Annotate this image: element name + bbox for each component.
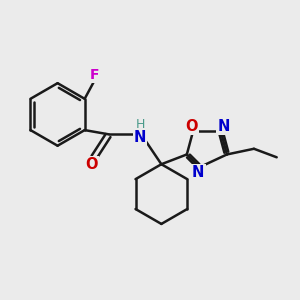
Text: O: O: [185, 119, 198, 134]
Text: O: O: [85, 157, 98, 172]
Text: F: F: [90, 68, 99, 82]
Text: N: N: [192, 165, 204, 180]
Text: H: H: [135, 118, 145, 131]
Text: N: N: [217, 119, 230, 134]
Text: N: N: [134, 130, 146, 145]
